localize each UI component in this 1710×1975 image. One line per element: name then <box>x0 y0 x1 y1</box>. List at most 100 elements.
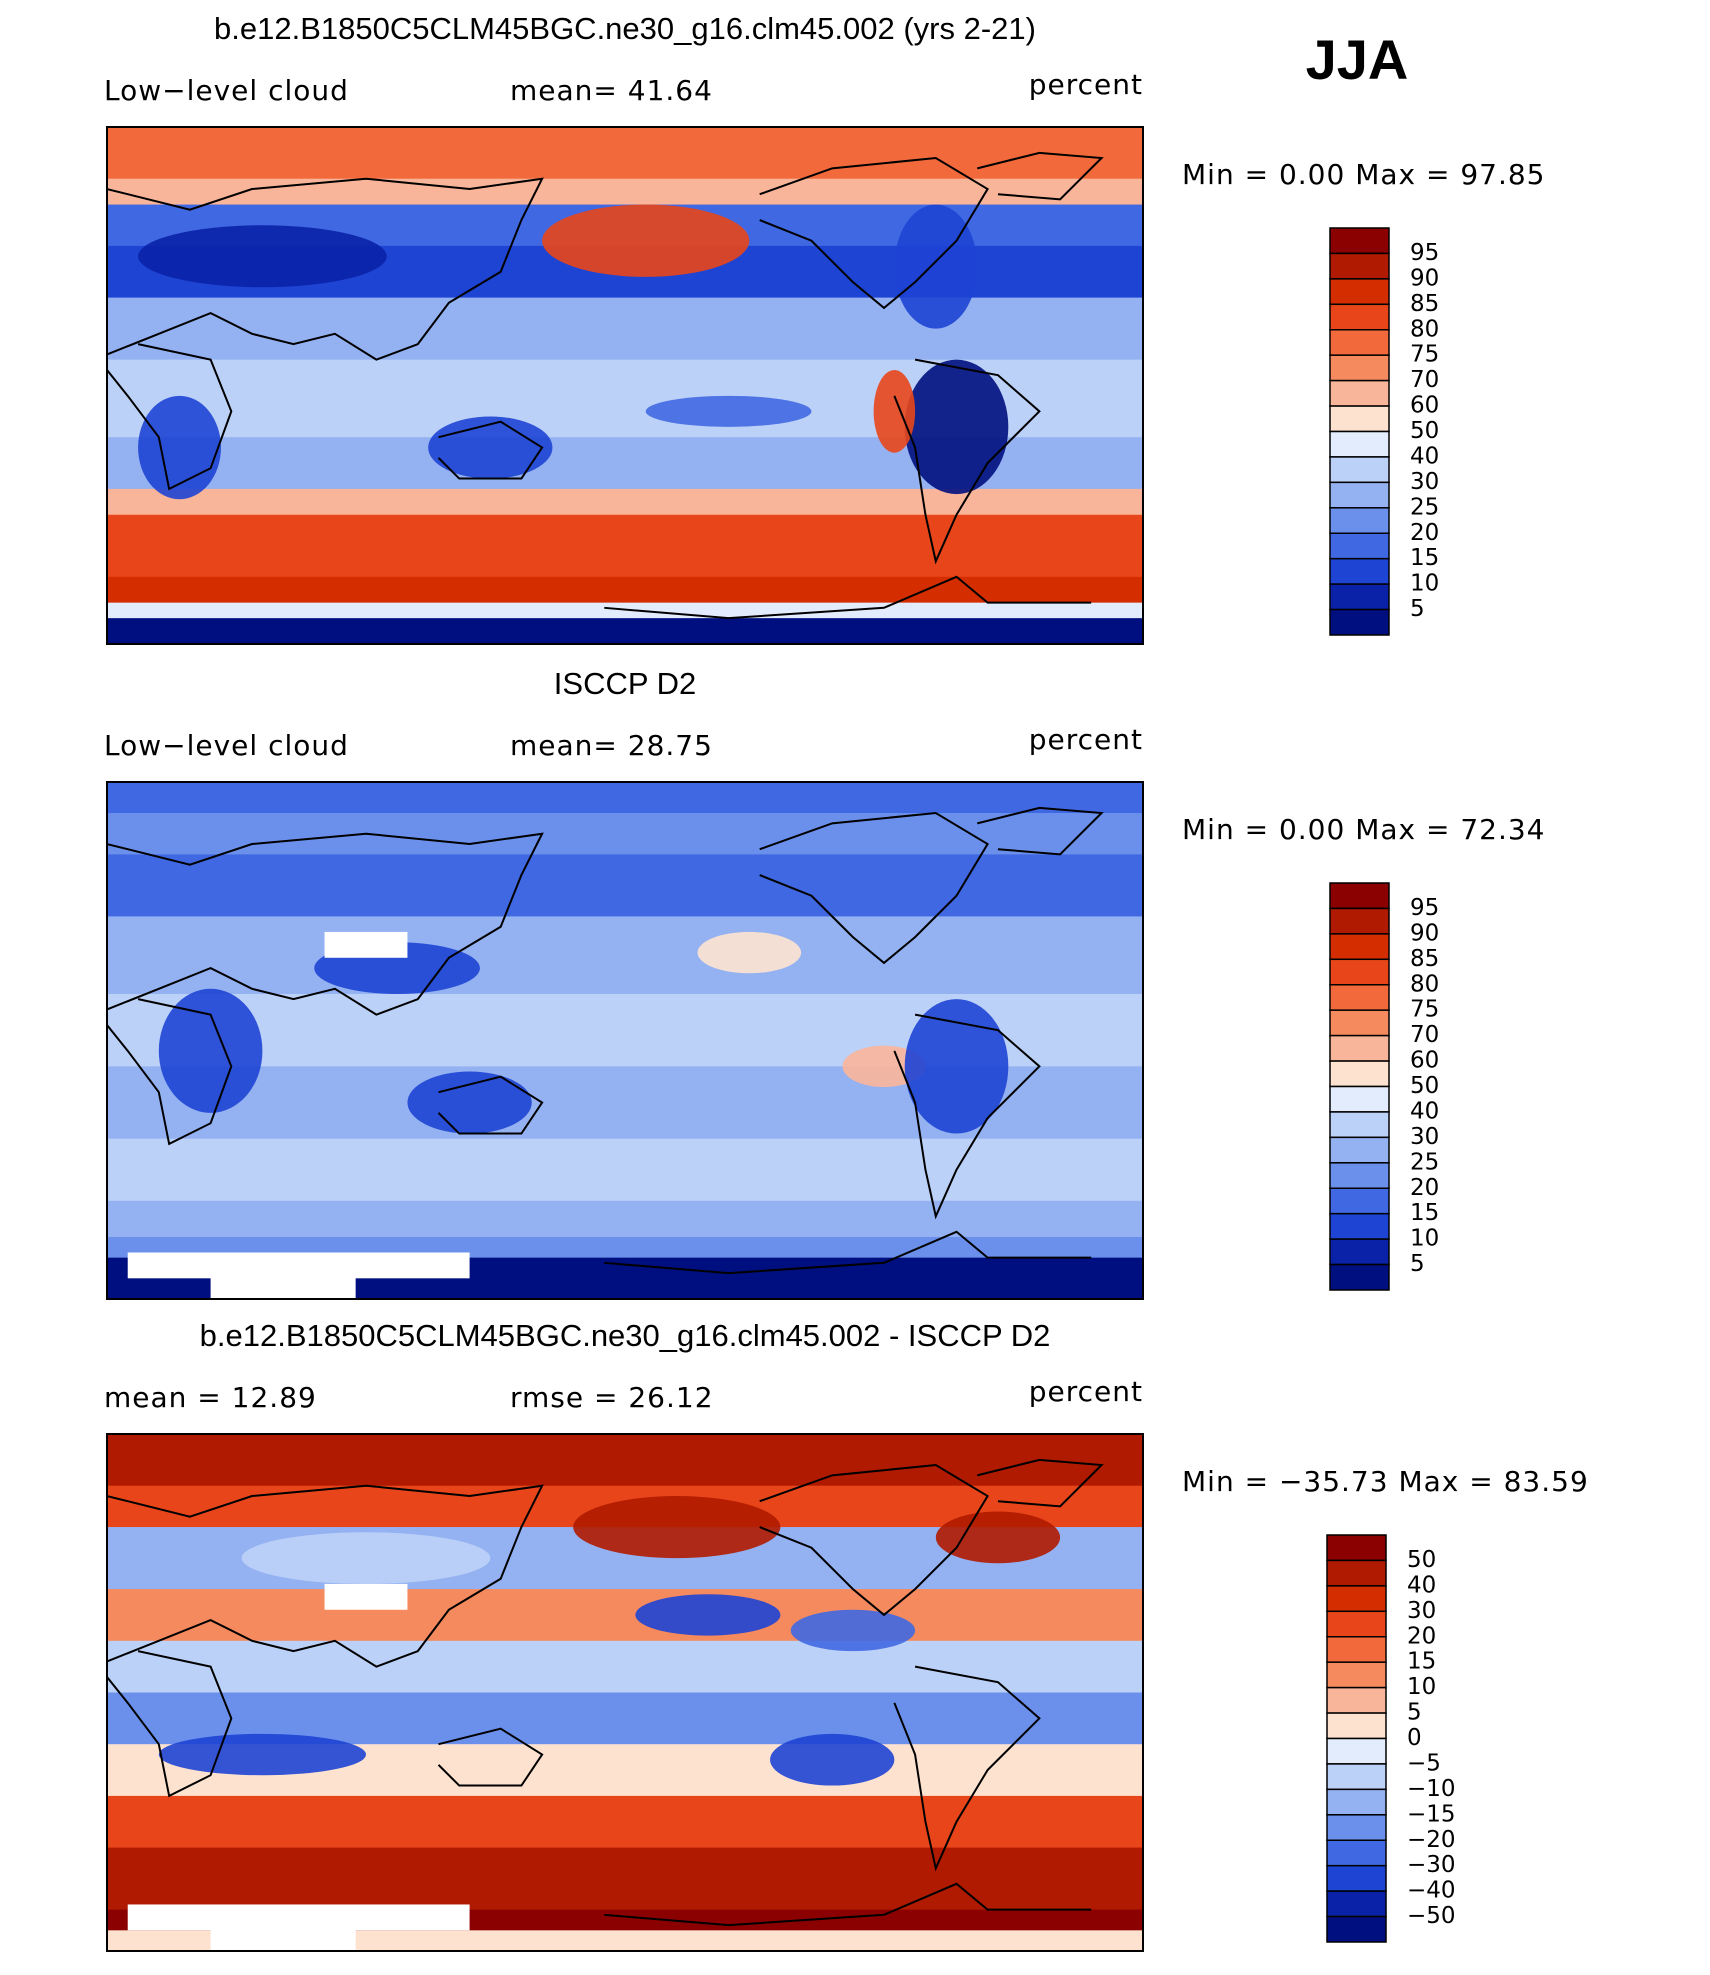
region <box>158 1733 366 1776</box>
lat-band <box>107 1200 1143 1238</box>
colorbar-box <box>1329 507 1390 534</box>
colorbar-box <box>1326 1559 1387 1587</box>
region <box>935 1511 1061 1564</box>
units-label: percent <box>1029 68 1143 101</box>
colorbar-box <box>1329 1162 1390 1189</box>
colorbar-box <box>1329 1212 1390 1240</box>
coastline <box>893 358 1041 565</box>
center-label: mean= 28.75 <box>510 729 713 762</box>
colorbar-label: 90 <box>1410 265 1439 291</box>
colorbar-box <box>1329 583 1390 611</box>
region <box>790 1609 916 1652</box>
colorbar-box <box>1326 1890 1387 1918</box>
colorbar-label: 20 <box>1407 1623 1436 1649</box>
colorbar-box <box>1326 1839 1387 1867</box>
colorbar-label: 30 <box>1407 1598 1436 1624</box>
colorbar-box <box>1326 1814 1387 1841</box>
coastline <box>107 998 233 1146</box>
map <box>107 782 1143 1299</box>
colorbar-box <box>1329 354 1390 382</box>
region <box>241 1532 491 1584</box>
colorbar-label: 50 <box>1410 1073 1439 1099</box>
colorbar-box <box>1329 303 1390 331</box>
coastline <box>604 1230 1092 1275</box>
lat-band <box>107 178 1143 206</box>
colorbar-box <box>1329 227 1390 255</box>
coastline <box>893 1665 1041 1872</box>
missing <box>210 1925 356 1951</box>
colorbar-label: 75 <box>1410 997 1439 1023</box>
colorbar-box <box>1329 532 1390 560</box>
map-frame <box>106 781 1144 1300</box>
units-label: percent <box>1029 723 1143 756</box>
colorbar-box <box>1329 430 1390 458</box>
colorbar-label: 50 <box>1410 418 1439 444</box>
coastline <box>107 1484 544 1668</box>
map <box>107 1434 1143 1951</box>
colorbar-label: 70 <box>1410 1022 1439 1048</box>
coastline <box>976 1458 1104 1508</box>
colorbar-label: 40 <box>1410 443 1439 469</box>
colorbar-box <box>1326 1763 1387 1791</box>
colorbar-box <box>1329 984 1390 1011</box>
min-max: Min = 0.00 Max = 97.85 <box>1182 158 1546 191</box>
region <box>542 204 750 277</box>
left-label: mean = 12.89 <box>104 1381 317 1414</box>
map <box>107 127 1143 644</box>
colorbar-box <box>1326 1661 1387 1689</box>
colorbar-box <box>1329 278 1390 306</box>
colorbar-label: 0 <box>1407 1725 1422 1751</box>
colorbar-box <box>1329 1263 1390 1291</box>
min-max: Min = 0.00 Max = 72.34 <box>1182 813 1546 846</box>
colorbar-label: 80 <box>1410 316 1439 342</box>
colorbar-box <box>1326 1712 1387 1740</box>
left-label: Low−level cloud <box>104 729 349 762</box>
colorbar-label: 95 <box>1410 895 1439 921</box>
coastline <box>893 1013 1041 1220</box>
left-label: Low−level cloud <box>104 74 349 107</box>
colorbar-label: 15 <box>1410 545 1439 571</box>
lat-band <box>107 1138 1143 1202</box>
colorbar-box <box>1329 1238 1390 1266</box>
colorbar-label: 80 <box>1410 971 1439 997</box>
coastline <box>437 1075 544 1135</box>
lat-band <box>107 854 1143 918</box>
colorbar-label: 75 <box>1410 342 1439 368</box>
lat-band <box>107 1847 1143 1911</box>
colorbar-label: 25 <box>1410 494 1439 520</box>
colorbar-box <box>1329 252 1390 280</box>
colorbar-box <box>1329 907 1390 935</box>
coastline <box>437 1727 544 1787</box>
panel-title: b.e12.B1850C5CLM45BGC.ne30_g16.clm45.002… <box>214 11 1036 46</box>
coastline <box>107 343 233 491</box>
colorbar-label: −50 <box>1407 1903 1456 1929</box>
panel-title: b.e12.B1850C5CLM45BGC.ne30_g16.clm45.002… <box>200 1318 1051 1353</box>
colorbar-box <box>1329 456 1390 484</box>
colorbar-box <box>1326 1636 1387 1663</box>
lat-band <box>107 1795 1143 1849</box>
region <box>428 416 553 479</box>
colorbar-label: 10 <box>1407 1674 1436 1700</box>
colorbar-label: 95 <box>1410 240 1439 266</box>
colorbar-label: 10 <box>1410 1226 1439 1252</box>
coastline <box>107 832 544 1016</box>
map-frame <box>106 1433 1144 1952</box>
colorbar-box <box>1326 1585 1387 1613</box>
colorbar-label: 85 <box>1410 946 1439 972</box>
lat-band <box>107 576 1143 604</box>
colorbar-label: 20 <box>1410 520 1439 546</box>
colorbar-label: −15 <box>1407 1801 1456 1827</box>
colorbar-label: 20 <box>1410 1175 1439 1201</box>
colorbar-label: −20 <box>1407 1827 1456 1853</box>
colorbar-label: 70 <box>1410 367 1439 393</box>
region <box>904 359 1009 495</box>
colorbar-label: 50 <box>1407 1547 1436 1573</box>
colorbar-box <box>1329 1187 1390 1215</box>
colorbar-box <box>1329 379 1390 407</box>
missing <box>324 931 408 958</box>
coastline <box>107 1650 233 1798</box>
panel-title: ISCCP D2 <box>554 666 696 701</box>
colorbar-label: 40 <box>1410 1098 1439 1124</box>
lat-band <box>107 813 1143 856</box>
colorbar-box <box>1326 1737 1387 1765</box>
